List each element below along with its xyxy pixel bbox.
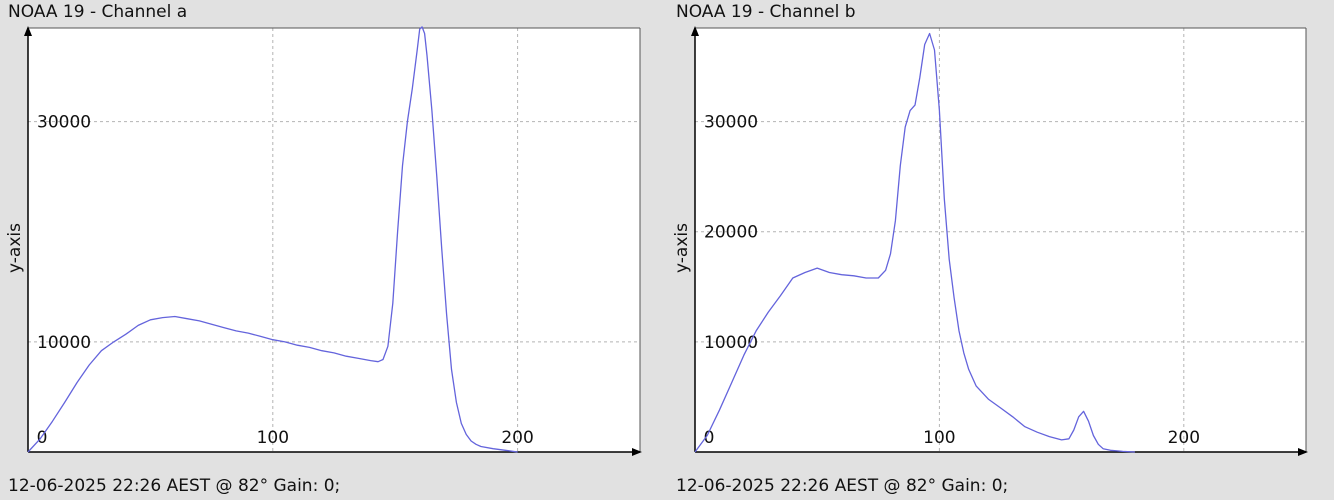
plot-area: 0 100 200 10000 20000 30000 y-axis (672, 26, 1308, 456)
y-axis-label: y-axis (672, 223, 692, 273)
y-axis-arrow (24, 26, 32, 36)
y-axis-label: y-axis (5, 223, 25, 273)
chart-panel-channel-b: NOAA 19 - Channel b 0 100 200 10000 20000 300… (668, 0, 1328, 500)
status-footer: 12-06-2025 22:26 AEST @ 82° Gain: 0; (676, 476, 1009, 496)
x-tick-label: 0 (37, 428, 48, 448)
x-axis-arrow (1298, 448, 1308, 456)
chart-title: NOAA 19 - Channel a (8, 2, 188, 22)
x-axis-arrow (632, 448, 642, 456)
plot-area: 0 100 200 10000 30000 y-axis (5, 26, 642, 456)
y-tick-label: 10000 (704, 333, 758, 353)
x-tick-label: 0 (704, 428, 715, 448)
series-line (27, 26, 518, 453)
y-tick-label: 10000 (37, 333, 91, 353)
y-tick-label: 30000 (704, 113, 758, 133)
series-line (694, 32, 1135, 453)
x-tick-label: 100 (257, 428, 289, 448)
y-tick-label: 20000 (704, 223, 758, 243)
plot-background (28, 28, 640, 452)
x-tick-label: 200 (1168, 428, 1200, 448)
plot-background (695, 28, 1306, 452)
x-tick-label: 200 (501, 428, 533, 448)
chart-panel-channel-a: NOAA 19 - Channel a 0 100 200 10000 30000 y-a… (0, 0, 660, 500)
y-axis-arrow (691, 26, 699, 36)
status-footer: 12-06-2025 22:26 AEST @ 82° Gain: 0; (8, 476, 341, 496)
x-tick-label: 100 (923, 428, 955, 448)
chart-title: NOAA 19 - Channel b (676, 2, 856, 22)
y-tick-label: 30000 (37, 113, 91, 133)
